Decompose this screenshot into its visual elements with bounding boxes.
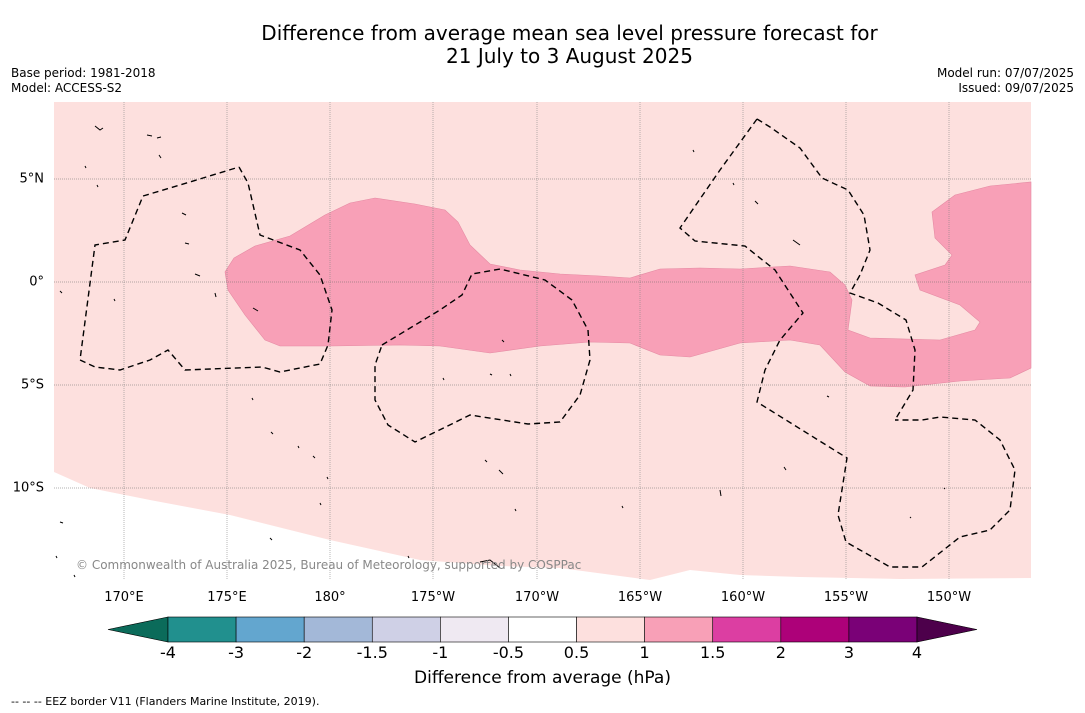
colorbar-tick-label: 3	[843, 643, 854, 662]
no-data-area	[54, 472, 650, 580]
lon-label-160w: 160°W	[720, 590, 766, 605]
map-title-line-2: 21 July to 3 August 2025	[446, 44, 693, 68]
colorbar-cell	[167, 616, 237, 643]
island-outlines	[55, 125, 946, 578]
colorbar-tick-label: 0.5	[563, 643, 590, 662]
eez-border-tuvalu-kiribati-west	[79, 166, 333, 373]
issued-date: Issued: 09/07/2025	[958, 81, 1074, 95]
lon-label-150w: 150°W	[926, 590, 972, 605]
colorbar-cell	[712, 616, 782, 643]
eez-border-phoenix	[374, 268, 591, 443]
lon-label-165w: 165°W	[617, 590, 663, 605]
lat-label-5n: 5°N	[19, 171, 45, 187]
lon-label-170w: 170°W	[514, 590, 560, 605]
colorbar-tick-label: 1.5	[699, 643, 726, 662]
model-run: Model run: 07/07/2025	[936, 66, 1074, 80]
colorbar-tick-label: 2	[775, 643, 786, 662]
colorbar-tick-label: 4	[911, 643, 923, 662]
lat-gridlines	[54, 178, 1031, 489]
eez-legend-note: -- -- -- EEZ border V11 (Flanders Marine…	[11, 695, 320, 708]
colorbar-cell	[235, 616, 305, 643]
lon-label-175e: 175°E	[207, 590, 247, 605]
colorbar-cell	[440, 616, 509, 643]
colorbar-cell	[371, 616, 441, 643]
colorbar-tick-label: -2	[296, 643, 313, 662]
no-data-area-east	[650, 570, 1031, 580]
colorbar-tick-label: -1	[432, 643, 449, 662]
colorbar-cells	[107, 616, 978, 643]
copyright-credit: © Commonwealth of Australia 2025, Bureau…	[76, 558, 582, 572]
eez-borders	[79, 118, 1016, 568]
colorbar-cell	[576, 616, 645, 643]
colorbar-cell	[644, 616, 714, 643]
colorbar-tick-label: 1	[639, 643, 650, 662]
colorbar-tick-label: -4	[160, 643, 176, 662]
colorbar-extend-low	[107, 616, 169, 643]
colorbar-tick-label: -0.5	[492, 643, 525, 662]
base-period: Base period: 1981-2018	[11, 66, 156, 80]
colorbar-extend-high	[916, 616, 978, 643]
lon-label-175w: 175°W	[410, 590, 456, 605]
lon-label-155w: 155°W	[823, 590, 869, 605]
model-name: Model: ACCESS-S2	[11, 81, 123, 95]
colorbar-cell	[303, 616, 373, 643]
colorbar-tick-label: -1.5	[356, 643, 388, 662]
lat-label-0: 0°	[29, 274, 44, 290]
lon-label-180: 180°	[314, 590, 346, 605]
colorbar-label: Difference from average (hPa)	[414, 668, 671, 688]
map-title-line-1: Difference from average mean sea level p…	[261, 21, 878, 45]
lon-label-170e: 170°E	[104, 590, 144, 605]
colorbar-cell	[780, 616, 850, 643]
colorbar-cell	[848, 616, 918, 643]
lon-gridlines	[123, 102, 950, 580]
colorbar-cell	[508, 616, 577, 643]
eez-border-line-islands-2	[679, 118, 1016, 568]
colorbar-tick-label: -3	[228, 643, 245, 662]
lat-label-10s: 10°S	[12, 480, 44, 496]
anomaly-region-equatorial	[224, 181, 1032, 388]
lat-label-5s: 5°S	[20, 377, 44, 393]
